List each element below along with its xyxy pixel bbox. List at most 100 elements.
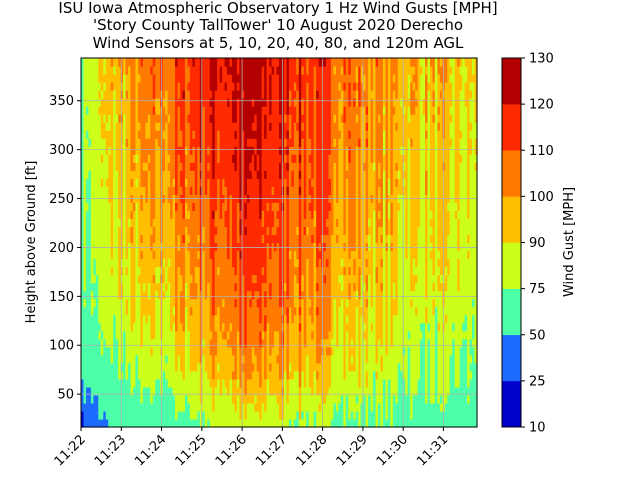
heatmap-cell	[140, 266, 144, 276]
heatmap-cell	[100, 170, 104, 179]
heatmap-cell	[157, 170, 161, 179]
heatmap-cell	[249, 114, 253, 123]
heatmap-cell	[340, 170, 344, 179]
heatmap-cell	[318, 170, 322, 179]
heatmap-cell	[256, 330, 260, 340]
heatmap-cell	[103, 314, 107, 324]
heatmap-cell	[157, 330, 161, 340]
heatmap-cell	[147, 418, 151, 428]
heatmap-cell	[306, 298, 310, 308]
heatmap-cell	[175, 418, 179, 428]
heatmap-cell	[125, 266, 129, 276]
heatmap-cell	[98, 402, 102, 412]
heatmap-cell	[306, 202, 310, 212]
heatmap-cell	[311, 322, 315, 332]
heatmap-cell	[120, 370, 124, 380]
heatmap-cell	[318, 258, 322, 268]
heatmap-cell	[288, 106, 292, 115]
heatmap-cell	[217, 154, 221, 163]
heatmap-cell	[110, 266, 114, 276]
heatmap-cell	[343, 258, 347, 268]
heatmap-cell	[313, 122, 317, 131]
heatmap-cell	[207, 130, 211, 139]
heatmap-cell	[276, 82, 280, 91]
heatmap-cell	[128, 170, 132, 179]
heatmap-cell	[283, 98, 288, 107]
heatmap-cell	[209, 250, 213, 260]
heatmap-cell	[165, 186, 169, 195]
heatmap-cell	[130, 242, 134, 252]
heatmap-cell	[318, 234, 322, 244]
heatmap-cell	[182, 210, 186, 220]
heatmap-cell	[259, 122, 263, 131]
heatmap-cell	[308, 170, 312, 179]
heatmap-cell	[110, 386, 114, 396]
heatmap-cell	[98, 386, 102, 396]
heatmap-cell	[303, 378, 307, 388]
heatmap-cell	[90, 354, 94, 364]
heatmap-cell	[224, 98, 228, 107]
heatmap-cell	[142, 106, 146, 115]
heatmap-cell	[137, 370, 141, 380]
heatmap-cell	[135, 306, 139, 316]
heatmap-cell	[194, 266, 198, 276]
heatmap-cell	[180, 322, 184, 332]
heatmap-cell	[286, 402, 290, 412]
heatmap-cell	[95, 66, 99, 75]
heatmap-cell	[303, 354, 307, 364]
heatmap-cell	[274, 410, 278, 420]
heatmap-cell	[338, 242, 342, 252]
heatmap-cell	[281, 82, 285, 91]
heatmap-cell	[155, 386, 159, 396]
heatmap-cell	[182, 178, 186, 187]
heatmap-cell	[103, 290, 107, 300]
heatmap-cell	[231, 370, 236, 380]
heatmap-cell	[110, 162, 114, 171]
heatmap-cell	[81, 410, 85, 420]
heatmap-cell	[323, 386, 327, 396]
heatmap-cell	[157, 322, 161, 332]
heatmap-cell	[254, 106, 258, 115]
heatmap-cell	[88, 386, 92, 396]
heatmap-cell	[340, 66, 344, 75]
heatmap-cell	[229, 138, 233, 147]
heatmap-cell	[236, 106, 240, 115]
heatmap-cell	[157, 210, 161, 220]
heatmap-cell	[189, 242, 193, 252]
heatmap-cell	[83, 346, 87, 356]
heatmap-cell	[204, 98, 208, 107]
heatmap-cell	[239, 114, 243, 123]
heatmap-cell	[212, 234, 216, 244]
heatmap-cell	[328, 314, 332, 324]
heatmap-cell	[231, 154, 236, 163]
heatmap-cell	[88, 162, 92, 171]
heatmap-cell	[227, 290, 231, 300]
heatmap-cell	[330, 234, 335, 244]
heatmap-cell	[269, 258, 273, 268]
heatmap-cell	[85, 258, 90, 268]
heatmap-cell	[202, 370, 206, 380]
heatmap-cell	[274, 306, 278, 316]
heatmap-cell	[199, 90, 203, 99]
heatmap-cell	[115, 146, 119, 155]
heatmap-cell	[340, 306, 344, 316]
heatmap-cell	[271, 114, 275, 123]
heatmap-cell	[313, 162, 317, 171]
heatmap-cell	[249, 338, 253, 348]
heatmap-cell	[140, 418, 144, 428]
heatmap-cell	[100, 250, 104, 260]
heatmap-cell	[239, 58, 243, 67]
heatmap-cell	[330, 314, 335, 324]
heatmap-cell	[113, 58, 117, 67]
heatmap-cell	[266, 330, 270, 340]
heatmap-cell	[170, 274, 174, 284]
heatmap-cell	[90, 418, 94, 428]
heatmap-cell	[207, 114, 211, 123]
heatmap-cell	[316, 290, 320, 300]
heatmap-cell	[274, 130, 278, 139]
heatmap-cell	[311, 274, 315, 284]
heatmap-cell	[207, 170, 211, 179]
heatmap-cell	[199, 418, 203, 428]
heatmap-cell	[137, 130, 141, 139]
heatmap-cell	[241, 418, 245, 428]
